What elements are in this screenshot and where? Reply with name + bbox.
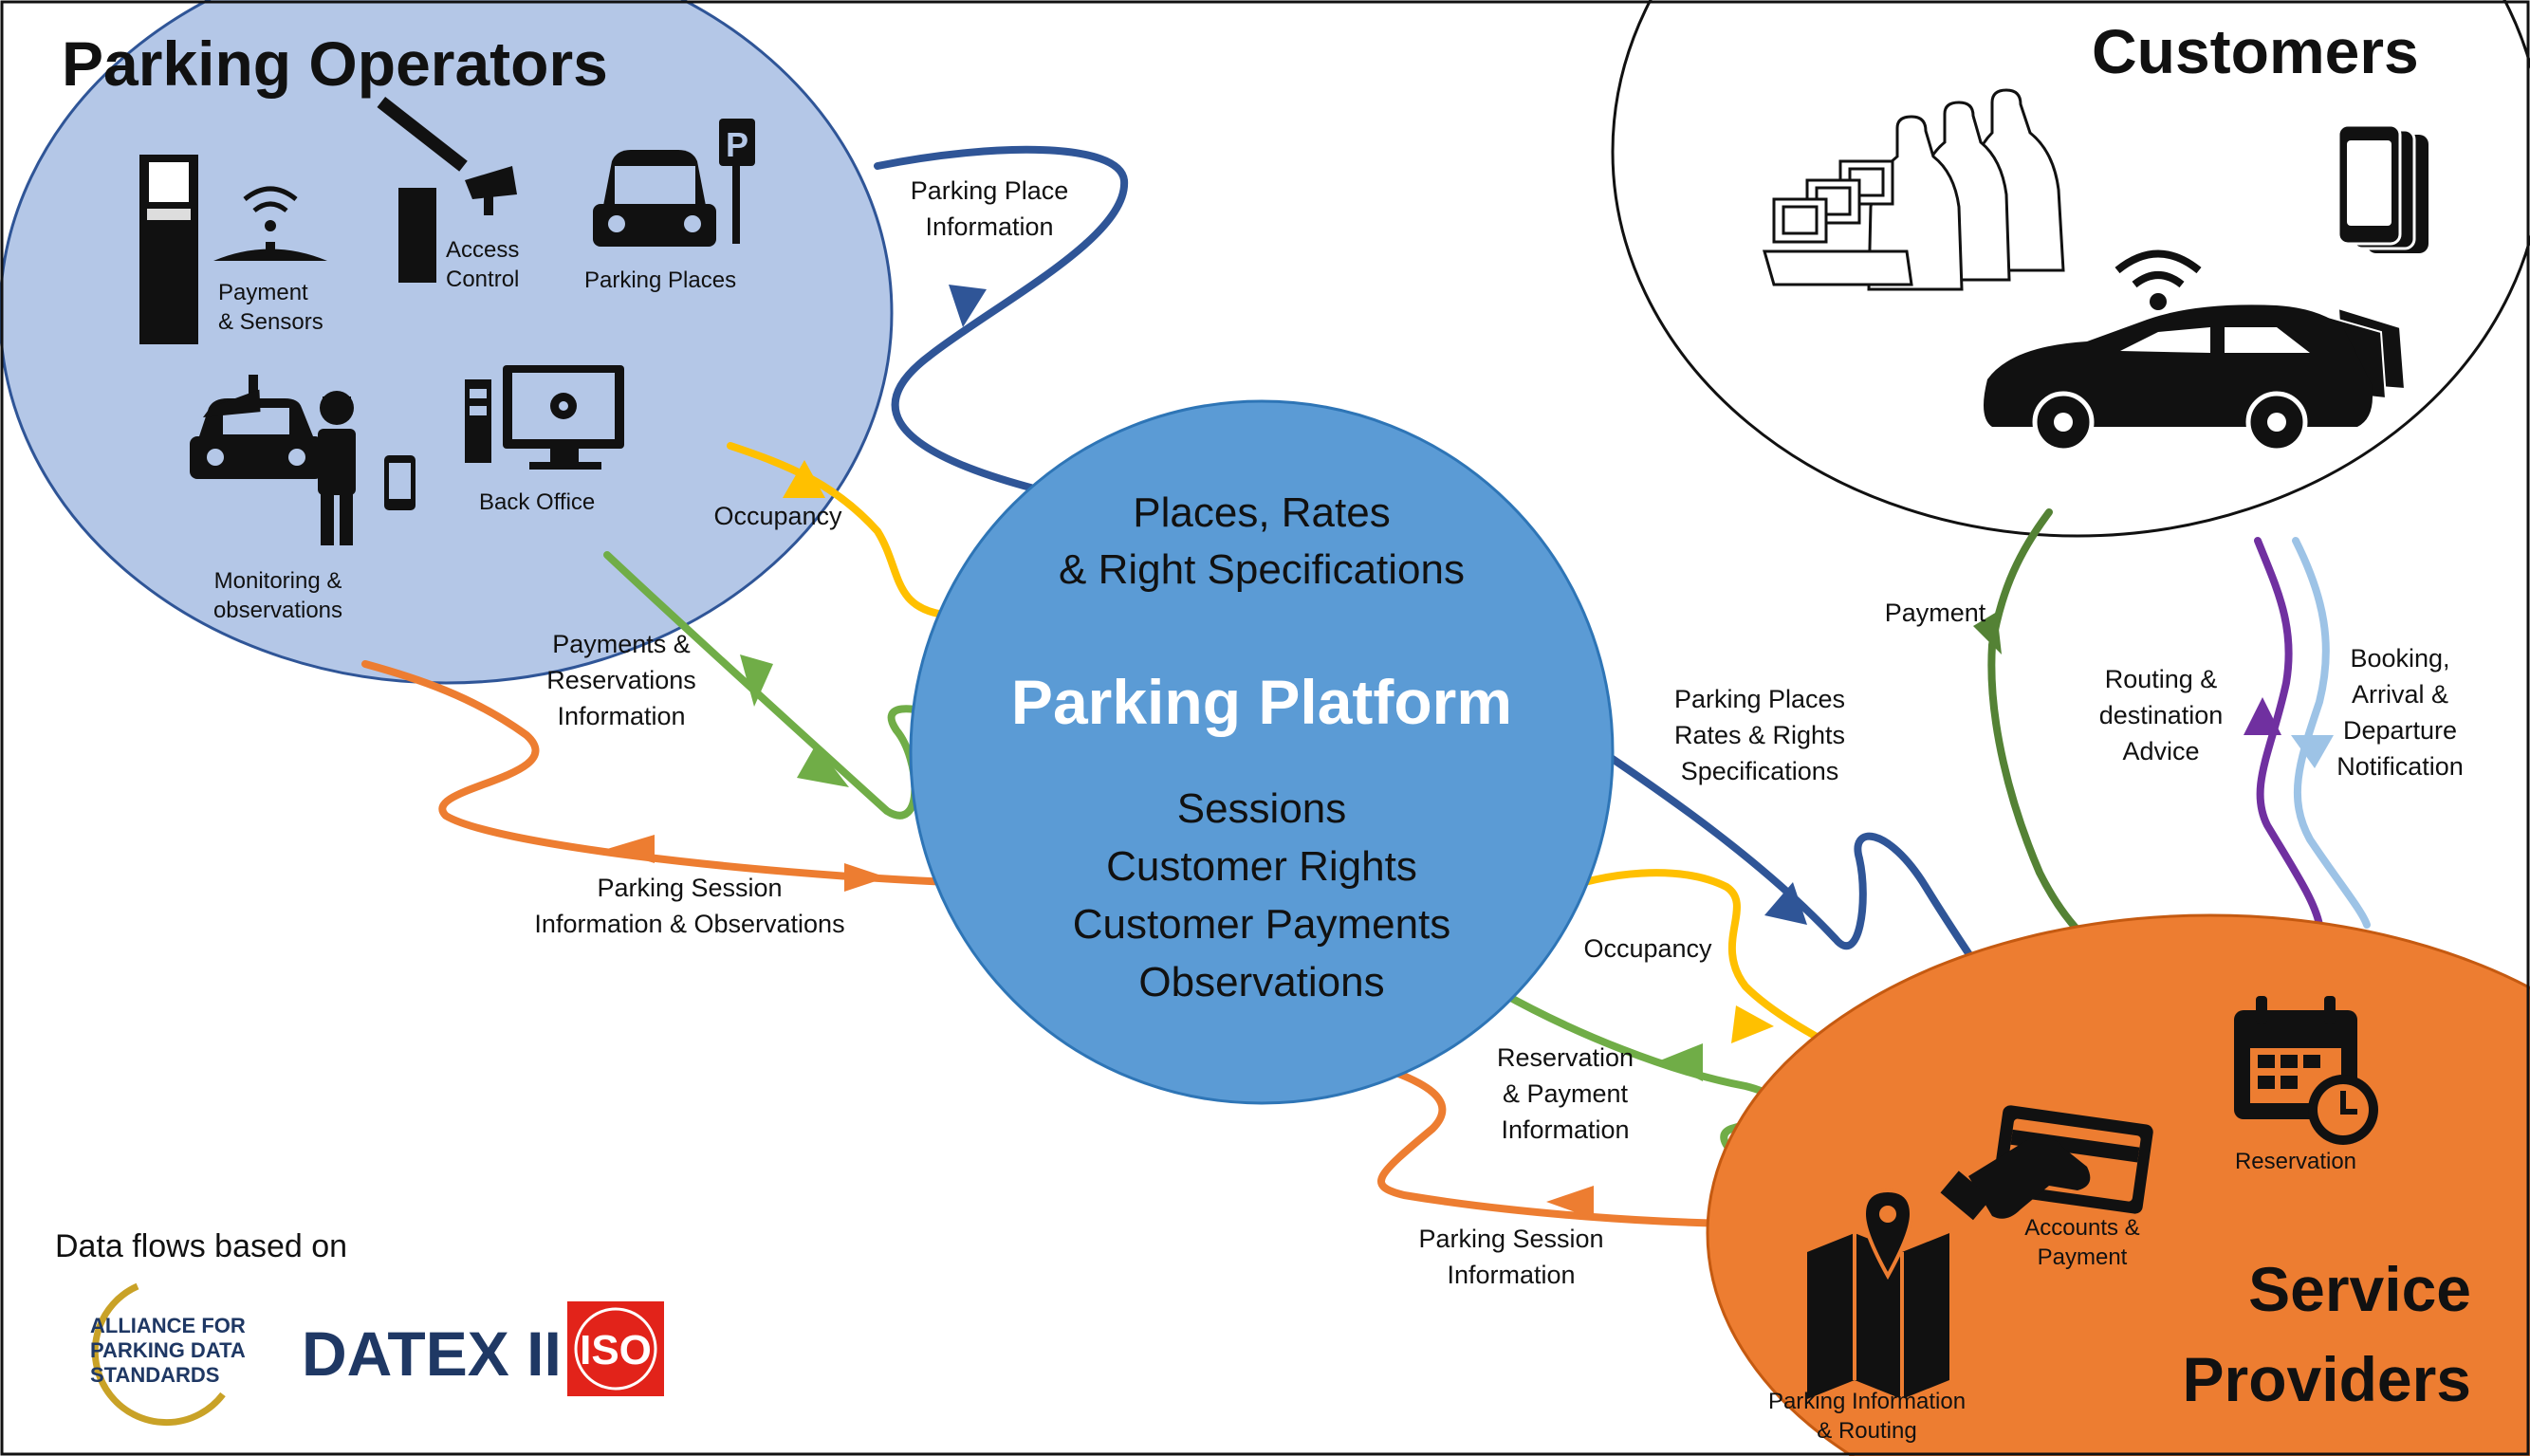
arrow-payment-down: [1973, 612, 2002, 654]
platform-bottom-text: Sessions Customer Rights Customer Payments…: [1073, 785, 1451, 1005]
flow-booking: [2292, 537, 2371, 929]
arrow-booking-down: [2291, 735, 2334, 768]
parking-places-icon: P: [593, 119, 755, 247]
providers-title: Service Providers: [2183, 1254, 2471, 1414]
label-routing: Routing & destination Advice: [2099, 665, 2224, 765]
monitoring-label: Monitoring & observations: [213, 568, 342, 623]
label-occupancy-right: Occupancy: [1583, 934, 1712, 963]
arrow-routing-up: [2244, 697, 2281, 735]
reservation-label: Reservation: [2235, 1149, 2356, 1174]
arrow-session-left-right: [844, 863, 887, 892]
data-flows-based-on: Data flows based on: [55, 1228, 347, 1264]
arrow-session-left: [607, 835, 655, 863]
datex-logo: DATEX II: [302, 1318, 562, 1389]
accounts-payment-label: Accounts & Payment: [2024, 1215, 2139, 1270]
label-payment: Payment: [1885, 599, 1986, 627]
arrow-session-right: [1546, 1186, 1594, 1219]
reservation-calendar-icon: [2234, 996, 2378, 1145]
smartphone-icon: [2336, 123, 2428, 253]
apds-logo: ALLIANCE FOR PARKING DATA STANDARDS: [90, 1282, 246, 1427]
back-office-icon: [465, 365, 624, 470]
flow-payment: [1987, 508, 2119, 967]
label-payments-reservations: Payments & Reservations Information: [546, 630, 696, 730]
arrow-occupancy-right: [1731, 1005, 1774, 1043]
iso-logo-text: ISO: [580, 1327, 652, 1373]
arrow-payments-up: [740, 654, 773, 707]
accounts-payment-icon: [1940, 1105, 2153, 1221]
svg-text:P: P: [726, 125, 748, 164]
arrow-reservation-up: [1660, 1043, 1703, 1081]
flow-places-rates: [1580, 736, 2005, 1009]
flow-session-left: [361, 660, 952, 886]
customers-title: Customers: [2092, 16, 2419, 86]
parking-places-label: Parking Places: [584, 267, 736, 293]
parking-info-routing-label: Parking Information & Routing: [1768, 1389, 1966, 1444]
connected-car-icon: [1984, 249, 2407, 453]
iso-logo: ISO: [567, 1301, 664, 1396]
platform-top-text: Places, Rates & Right Specifications: [1059, 489, 1465, 593]
monitoring-observations-icon: [190, 375, 416, 545]
label-session-right: Parking Session Information: [1418, 1225, 1603, 1289]
flow-routing: [2254, 537, 2323, 929]
arrow-place-info: [949, 285, 987, 327]
apds-logo-text: ALLIANCE FOR PARKING DATA STANDARDS: [90, 1314, 246, 1387]
flow-place-information: [874, 145, 1129, 492]
flow-arrowheads: [607, 285, 2334, 1219]
parking-operators-region: [0, 0, 894, 685]
platform-title: Parking Platform: [1011, 667, 1512, 737]
flow-occupancy-left: [727, 442, 948, 618]
label-place-information: Parking Place Information: [911, 176, 1069, 241]
flow-payments-reservations: [603, 551, 943, 820]
access-control-label: Access Control: [446, 237, 519, 292]
arrow-places-rates: [1764, 882, 1807, 925]
parking-platform-circle: [909, 399, 1615, 1105]
label-occupancy-left: Occupancy: [713, 502, 842, 530]
arrow-occupancy-left: [783, 460, 825, 498]
payment-sensors-icon: [139, 155, 327, 344]
access-control-icon: [377, 97, 517, 283]
payment-sensors-label: Payment & Sensors: [218, 280, 323, 335]
label-session-left: Parking Session Information & Observation…: [534, 874, 844, 938]
label-places-rates: Parking Places Rates & Rights Specificatio…: [1674, 685, 1845, 785]
parking-info-routing-icon: [1807, 1188, 1949, 1399]
arrow-payments-down: [797, 745, 849, 787]
flow-session-right: [1376, 1063, 1759, 1227]
operators-title: Parking Operators: [62, 28, 608, 99]
back-office-label: Back Office: [479, 489, 595, 515]
label-booking: Booking, Arrival & Departure Notification: [2336, 644, 2464, 781]
label-reservation-payment: Reservation & Payment Information: [1497, 1043, 1634, 1144]
call-center-icon: [1763, 88, 2065, 291]
